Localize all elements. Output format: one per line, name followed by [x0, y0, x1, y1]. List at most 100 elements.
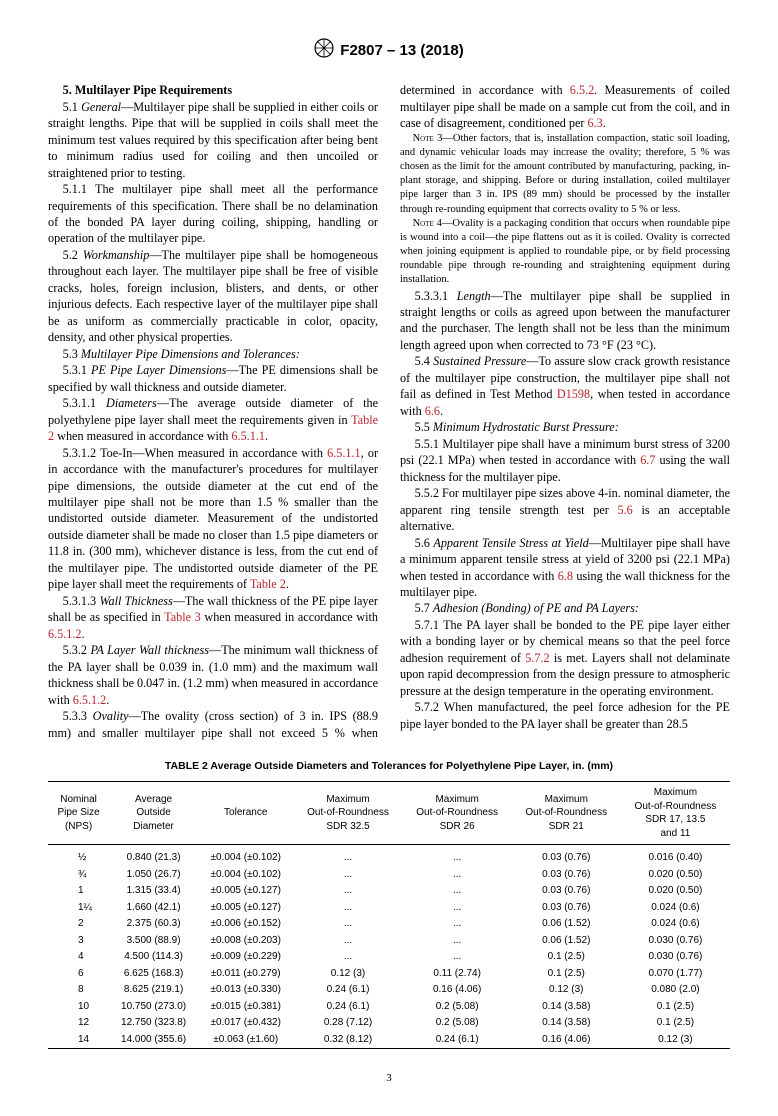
table-cell: 0.24 (6.1)	[293, 998, 402, 1015]
para-5-2: 5.2 Workmanship—The multilayer pipe shal…	[48, 247, 378, 346]
table-cell: 1.660 (42.1)	[109, 899, 198, 916]
para-5-5-1: 5.5.1 Multilayer pipe shall have a minim…	[400, 436, 730, 485]
link-6-8[interactable]: 6.8	[558, 569, 573, 583]
table-cell: ...	[403, 916, 512, 933]
table-cell: ±0.005 (±0.127)	[198, 883, 293, 900]
table-row: 88.625 (219.1)±0.013 (±0.330)0.24 (6.1)0…	[48, 982, 730, 999]
table-cell: ±0.017 (±0.432)	[198, 1015, 293, 1032]
table-cell: ...	[403, 932, 512, 949]
table-cell: ...	[293, 899, 402, 916]
table-cell: ±0.009 (±0.229)	[198, 949, 293, 966]
para-5-3-1-3: 5.3.1.3 Wall Thickness—The wall thicknes…	[48, 593, 378, 642]
standard-number: F2807 – 13 (2018)	[340, 42, 463, 59]
note-4: Note 4—Ovality is a packaging condition …	[400, 217, 730, 288]
table-cell: 8.625 (219.1)	[109, 982, 198, 999]
table-cell: 1	[48, 883, 109, 900]
table-cell: ...	[293, 845, 402, 867]
link-6-5-2[interactable]: 6.5.2	[570, 83, 594, 97]
link-6-3[interactable]: 6.3	[587, 116, 602, 130]
table-cell: ±0.006 (±0.152)	[198, 916, 293, 933]
para-5-3-1-2: 5.3.1.2 Toe-In—When measured in accordan…	[48, 445, 378, 593]
col-sdr17: MaximumOut-of-RoundnessSDR 17, 13.5and 1…	[621, 782, 730, 845]
table-cell: 0.840 (21.3)	[109, 845, 198, 867]
link-6-5-1-1[interactable]: 6.5.1.1	[231, 429, 265, 443]
table-cell: 0.14 (3.58)	[512, 998, 621, 1015]
table-cell: 0.020 (0.50)	[621, 883, 730, 900]
table-cell: 0.32 (8.12)	[293, 1031, 402, 1048]
section-5-title: 5. Multilayer Pipe Requirements	[48, 82, 378, 98]
table-cell: 0.070 (1.77)	[621, 965, 730, 982]
table-row: 1212.750 (323.8)±0.017 (±0.432)0.28 (7.1…	[48, 1015, 730, 1032]
table-cell: 0.1 (2.5)	[512, 965, 621, 982]
link-6-5-1-2-b[interactable]: 6.5.1.2	[73, 693, 107, 707]
table-2-title: TABLE 2 Average Outside Diameters and To…	[48, 759, 730, 773]
table-cell: 0.024 (0.6)	[621, 899, 730, 916]
table-cell: ±0.063 (±1.60)	[198, 1031, 293, 1048]
link-5-7-2[interactable]: 5.7.2	[525, 651, 549, 665]
para-5-6: 5.6 Apparent Tensile Stress at Yield—Mul…	[400, 535, 730, 601]
table-cell: 14	[48, 1031, 109, 1048]
table-2-head: NominalPipe Size(NPS) AverageOutsideDiam…	[48, 782, 730, 845]
para-5-3-1-1: 5.3.1.1 Diameters—The average outside di…	[48, 395, 378, 444]
table-cell: ...	[293, 866, 402, 883]
table-cell: 0.016 (0.40)	[621, 845, 730, 867]
para-5-3-2: 5.3.2 PA Layer Wall thickness—The minimu…	[48, 642, 378, 708]
table-cell: 0.024 (0.6)	[621, 916, 730, 933]
astm-logo-icon	[314, 38, 334, 64]
table-2-body: ½0.840 (21.3)±0.004 (±0.102)......0.03 (…	[48, 845, 730, 1049]
table-cell: 12	[48, 1015, 109, 1032]
link-5-6[interactable]: 5.6	[618, 503, 633, 517]
table-cell: 0.11 (2.74)	[403, 965, 512, 982]
para-5-3-1: 5.3.1 PE Pipe Layer Dimensions—The PE di…	[48, 362, 378, 395]
link-6-5-1-1-b[interactable]: 6.5.1.1	[327, 446, 361, 460]
table-cell: ±0.004 (±0.102)	[198, 866, 293, 883]
para-5-3-3-1: 5.3.3.1 Length—The multilayer pipe shall…	[400, 288, 730, 354]
table-cell: ±0.011 (±0.279)	[198, 965, 293, 982]
table-cell: 6.625 (168.3)	[109, 965, 198, 982]
table-cell: 0.080 (2.0)	[621, 982, 730, 999]
para-5-4: 5.4 Sustained Pressure—To assure slow cr…	[400, 353, 730, 419]
table-cell: 6	[48, 965, 109, 982]
body-columns: 5. Multilayer Pipe Requirements 5.1 Gene…	[48, 82, 730, 741]
para-5-7: 5.7 Adhesion (Bonding) of PE and PA Laye…	[400, 600, 730, 616]
table-cell: 10	[48, 998, 109, 1015]
table-cell: 0.14 (3.58)	[512, 1015, 621, 1032]
table-cell: 0.2 (5.08)	[403, 1015, 512, 1032]
table-cell: ...	[403, 949, 512, 966]
para-5-1-1: 5.1.1 The multilayer pipe shall meet all…	[48, 181, 378, 247]
table-cell: 0.06 (1.52)	[512, 916, 621, 933]
link-6-5-1-2[interactable]: 6.5.1.2	[48, 627, 82, 641]
table-cell: 0.16 (4.06)	[512, 1031, 621, 1048]
link-d1598[interactable]: D1598	[557, 387, 590, 401]
table-cell: 0.030 (0.76)	[621, 932, 730, 949]
table-cell: ±0.008 (±0.203)	[198, 932, 293, 949]
table-row: 1¼1.660 (42.1)±0.005 (±0.127)......0.03 …	[48, 899, 730, 916]
table-cell: 0.2 (5.08)	[403, 998, 512, 1015]
table-cell: 1.315 (33.4)	[109, 883, 198, 900]
table-cell: ½	[48, 845, 109, 867]
table-cell: ...	[403, 866, 512, 883]
link-table-3[interactable]: Table 3	[164, 610, 201, 624]
table-cell: ...	[403, 845, 512, 867]
table-cell: 0.12 (3)	[512, 982, 621, 999]
para-5-3: 5.3 Multilayer Pipe Dimensions and Toler…	[48, 346, 378, 362]
table-cell: 3	[48, 932, 109, 949]
page-number: 3	[48, 1071, 730, 1086]
link-table-2-b[interactable]: Table 2	[250, 577, 286, 591]
table-row: 1010.750 (273.0)±0.015 (±0.381)0.24 (6.1…	[48, 998, 730, 1015]
para-5-5: 5.5 Minimum Hydrostatic Burst Pressure:	[400, 419, 730, 435]
para-5-1: 5.1 General—Multilayer pipe shall be sup…	[48, 99, 378, 181]
table-cell: ...	[293, 949, 402, 966]
link-6-6[interactable]: 6.6	[425, 404, 440, 418]
table-cell: ¾	[48, 866, 109, 883]
link-6-7[interactable]: 6.7	[640, 453, 655, 467]
table-cell: ...	[403, 883, 512, 900]
document-header: F2807 – 13 (2018)	[48, 38, 730, 64]
table-cell: 0.1 (2.5)	[512, 949, 621, 966]
table-cell: ±0.004 (±0.102)	[198, 845, 293, 867]
table-cell: 0.12 (3)	[621, 1031, 730, 1048]
table-cell: 2.375 (60.3)	[109, 916, 198, 933]
table-row: 11.315 (33.4)±0.005 (±0.127)......0.03 (…	[48, 883, 730, 900]
table-cell: 0.03 (0.76)	[512, 866, 621, 883]
table-cell: 0.03 (0.76)	[512, 845, 621, 867]
